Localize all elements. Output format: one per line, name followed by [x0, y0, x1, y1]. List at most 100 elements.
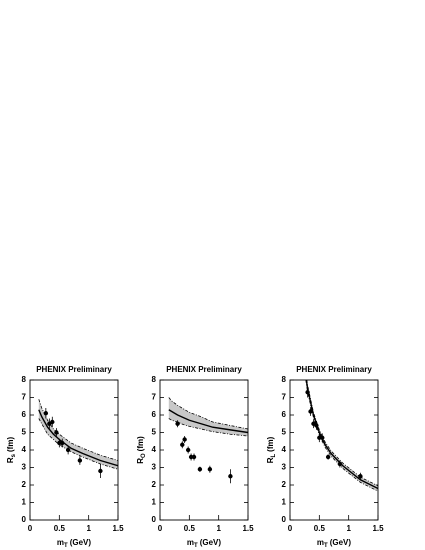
label-unit: (fm)	[266, 436, 275, 451]
label-unit: (GeV)	[330, 538, 352, 547]
panel: PHENIX Preliminary Rs(fm) mT (GeV) 0 1 2 3 4 5 6 7 8…	[6, 365, 124, 548]
y-tick-label: 6	[22, 410, 27, 419]
label-sub: O	[141, 453, 147, 458]
label-unit: (GeV)	[70, 538, 92, 547]
x-tick-label: 1.5	[372, 524, 384, 533]
y-tick-label: 0	[22, 515, 27, 524]
data-point	[197, 467, 203, 472]
panel: PHENIX Preliminary RO (fm) mT (GeV) 0 1 2 3 4 5 6 7 8…	[136, 365, 254, 548]
curve-lower	[38, 418, 118, 470]
data-point	[60, 440, 65, 446]
y-tick-label: 0	[282, 515, 287, 524]
data-point	[358, 474, 363, 479]
plot-frame	[29, 379, 119, 521]
curve-lower	[168, 418, 248, 437]
y-tick-label: 5	[282, 428, 287, 437]
x-tick-label: 0.5	[184, 524, 196, 533]
y-tick-label: 4	[22, 445, 27, 454]
y-tick-label: 6	[152, 410, 157, 419]
band	[38, 399, 118, 470]
data-point	[54, 430, 59, 435]
data-point	[308, 409, 313, 414]
chart-title: PHENIX Preliminary	[36, 365, 112, 374]
y-tick-label: 4	[152, 445, 157, 454]
y-tick-label: 8	[22, 375, 27, 384]
y-tick-label: 7	[152, 393, 157, 402]
curve-solid	[168, 409, 248, 434]
data-point	[180, 442, 185, 447]
label-main: R	[6, 457, 15, 463]
data-point	[314, 423, 319, 428]
label-unit: (fm)	[6, 437, 15, 452]
label-main: R	[266, 457, 275, 463]
curve-solid	[305, 380, 378, 490]
y-tick-label: 3	[282, 463, 287, 472]
label-sub: T	[324, 543, 328, 549]
y-tick-label: 1	[282, 498, 287, 507]
plot-frame	[159, 379, 249, 521]
x-tick-label: 1	[346, 524, 351, 533]
y-tick-label: 2	[282, 480, 287, 489]
x-tick-label: 0.5	[314, 524, 326, 533]
label-main: R	[136, 458, 145, 464]
y-tick-label: 5	[22, 428, 27, 437]
y-axis-label: Rs(fm)	[6, 437, 16, 464]
label-main: m	[187, 538, 194, 547]
y-tick-label: 7	[22, 393, 27, 402]
data-point	[320, 435, 325, 440]
data-point	[43, 411, 49, 416]
data-point	[98, 468, 103, 474]
y-tick-label: 1	[22, 498, 27, 507]
data-point	[50, 419, 55, 425]
x-tick-label: 1.5	[242, 524, 254, 533]
y-tick-label: 0	[152, 515, 157, 524]
y-tick-label: 3	[152, 463, 157, 472]
data-point	[77, 458, 83, 463]
y-tick-label: 5	[152, 428, 157, 437]
data-point	[337, 461, 343, 467]
data-point	[207, 467, 213, 472]
x-axis-label: mT (GeV)	[57, 538, 91, 548]
data-point	[305, 390, 310, 395]
y-tick-label: 1	[152, 498, 157, 507]
data-point	[185, 447, 191, 453]
data-point	[325, 454, 331, 460]
y-axis-label: RO (fm)	[136, 436, 146, 464]
data-point	[191, 454, 197, 460]
x-tick-label: 1	[86, 524, 91, 533]
x-axis-label: mT (GeV)	[187, 538, 221, 548]
x-tick-label: 1.5	[112, 524, 124, 533]
label-sub: T	[64, 543, 68, 549]
y-tick-label: 2	[22, 480, 27, 489]
band	[305, 380, 378, 492]
label-sub: L	[271, 454, 277, 458]
x-axis-label: mT (GeV)	[317, 538, 351, 548]
label-sub: T	[194, 543, 198, 549]
curve-lower	[305, 380, 378, 492]
band	[168, 397, 248, 436]
chart-title: PHENIX Preliminary	[166, 365, 242, 374]
plot-frame	[289, 379, 379, 521]
y-tick-label: 8	[282, 375, 287, 384]
y-tick-label: 7	[282, 393, 287, 402]
label-unit: (GeV)	[200, 538, 222, 547]
x-tick-label: 0	[288, 524, 293, 533]
panel: PHENIX Preliminary RL (fm) mT (GeV) 0 1 2 3 4 5 6 7 8…	[266, 365, 384, 548]
x-tick-label: 0.5	[54, 524, 66, 533]
data-point	[65, 447, 71, 453]
y-tick-label: 4	[282, 445, 287, 454]
y-tick-label: 8	[152, 375, 157, 384]
label-sub: s	[11, 453, 17, 457]
y-tick-label: 2	[152, 480, 157, 489]
label-unit: (fm)	[136, 436, 145, 451]
x-tick-label: 0	[28, 524, 33, 533]
label-main: m	[57, 538, 64, 547]
chart-title: PHENIX Preliminary	[296, 365, 372, 374]
data-point	[175, 421, 180, 426]
y-tick-label: 3	[22, 463, 27, 472]
y-axis-label: RL (fm)	[266, 436, 276, 463]
x-tick-label: 1	[216, 524, 221, 533]
y-tick-label: 6	[282, 410, 287, 419]
label-main: m	[317, 538, 324, 547]
